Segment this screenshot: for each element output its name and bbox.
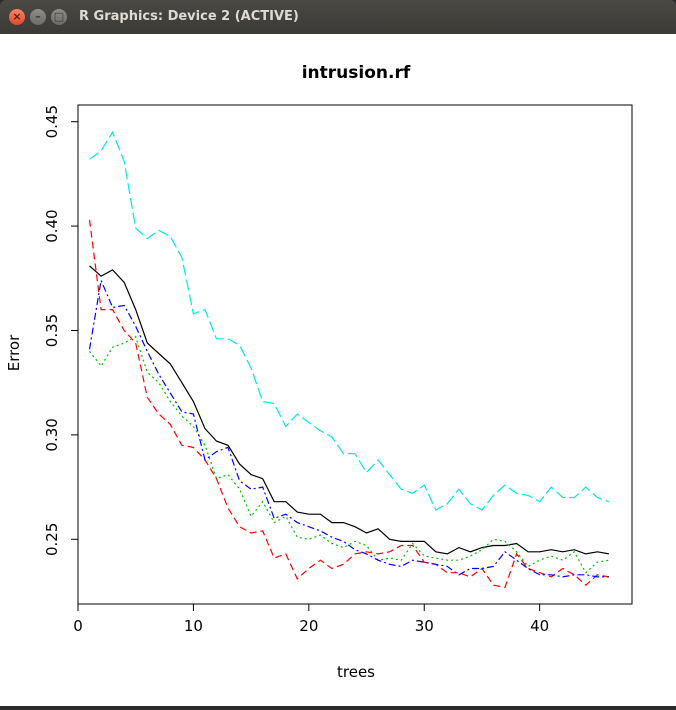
y-tick-label: 0.45 xyxy=(43,105,61,138)
y-tick-label: 0.30 xyxy=(43,418,61,451)
x-axis: 0 10 20 30 40 xyxy=(73,603,549,635)
series-line-5 xyxy=(89,130,610,511)
plot-canvas: intrusion.rf 0 10 20 30 40 0.25 0.30 0.35 0.40 0… xyxy=(0,34,676,706)
x-tick-label: 30 xyxy=(415,617,434,635)
x-tick-label: 0 xyxy=(73,617,83,635)
series-line-2 xyxy=(88,219,610,588)
y-tick-label: 0.25 xyxy=(43,523,61,556)
close-window-button[interactable]: × xyxy=(9,9,25,25)
y-tick-label: 0.35 xyxy=(43,314,61,347)
x-tick-label: 20 xyxy=(299,617,318,635)
series-line-1 xyxy=(89,265,610,555)
x-tick-label: 40 xyxy=(530,617,549,635)
window-title: R Graphics: Device 2 (ACTIVE) xyxy=(79,9,299,24)
plot-frame xyxy=(77,104,633,605)
y-axis: 0.25 0.30 0.35 0.40 0.45 xyxy=(43,105,79,556)
series-line-4 xyxy=(88,278,609,578)
x-axis-label: trees xyxy=(337,663,375,681)
maximize-window-button[interactable]: □ xyxy=(51,9,67,25)
chart-title: intrusion.rf xyxy=(302,63,411,83)
series-layer xyxy=(88,130,610,588)
x-tick-label: 10 xyxy=(184,617,203,635)
window-titlebar[interactable]: × – □ R Graphics: Device 2 (ACTIVE) xyxy=(0,0,676,34)
minimize-window-button[interactable]: – xyxy=(30,9,46,25)
y-tick-label: 0.40 xyxy=(43,209,61,242)
y-axis-label: Error xyxy=(5,334,23,371)
series-line-3 xyxy=(89,335,610,574)
error-rate-chart: intrusion.rf 0 10 20 30 40 0.250.300.350.400… xyxy=(5,63,633,681)
